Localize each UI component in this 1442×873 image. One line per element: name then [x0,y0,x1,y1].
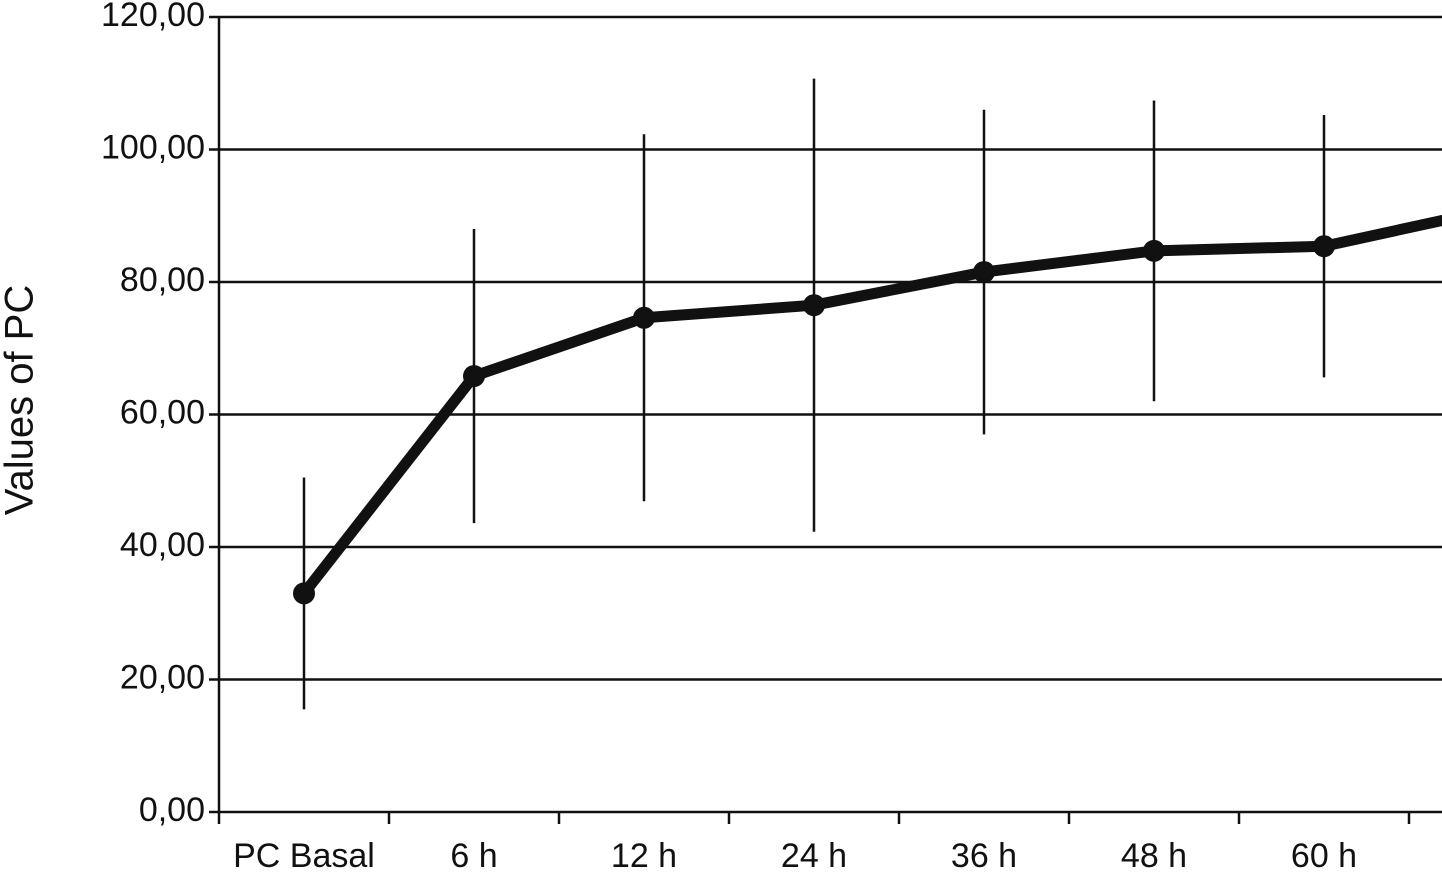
data-point [463,365,485,388]
data-point [1143,239,1165,262]
data-point [803,294,825,317]
y-tick-label: 80,00 [120,261,205,299]
data-point [633,306,655,329]
x-tick-label: 60 h [1291,837,1357,873]
x-tick-label: 6 h [450,837,497,873]
data-line [299,214,1442,597]
y-tick-label: 40,00 [120,526,205,564]
x-tick-label: PC Basal [233,837,375,873]
y-tick-label: 60,00 [120,393,205,431]
data-point [1313,235,1335,258]
y-tick-label: 0,00 [139,791,205,829]
data-point [973,261,995,284]
data-point [293,582,315,605]
x-tick-label: 24 h [781,837,847,873]
x-tick-label: 48 h [1121,837,1187,873]
y-tick-label: 100,00 [101,128,205,166]
y-tick-label: 20,00 [120,658,205,696]
y-axis-label: Values of PC [0,285,42,516]
y-tick-label: 120,00 [101,0,205,34]
x-tick-label: 12 h [611,837,677,873]
x-tick-label: 36 h [951,837,1017,873]
